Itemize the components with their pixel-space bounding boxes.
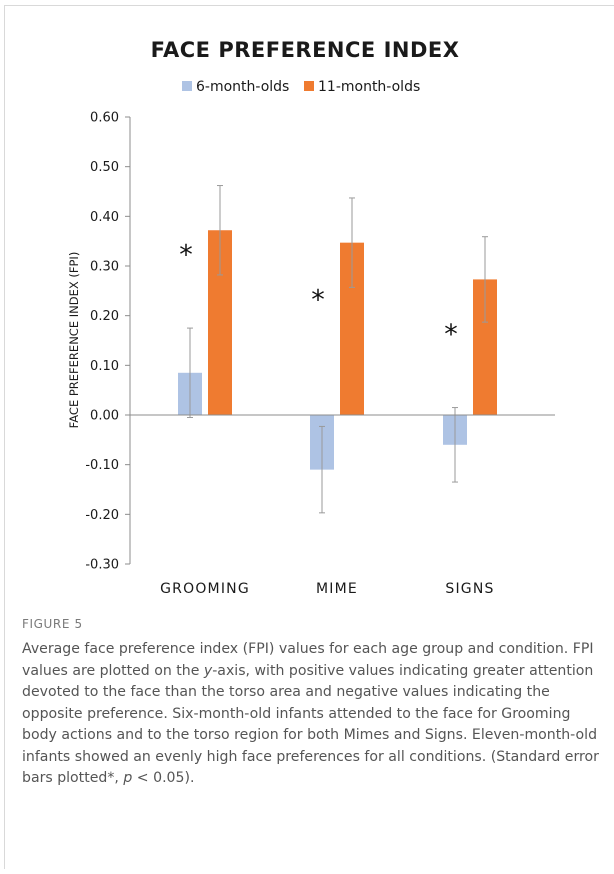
- caption-italic-run: y: [203, 662, 213, 679]
- figure-frame-left-rule: [4, 5, 5, 869]
- significance-asterisk: *: [311, 284, 325, 315]
- significance-markers: * * *: [179, 240, 458, 350]
- chart-title: FACE PREFERENCE INDEX: [151, 38, 460, 62]
- bar-chart: FACE PREFERENCE INDEX 6-month-olds 11-mon…: [67, 38, 555, 597]
- y-tick-label: 0.10: [90, 359, 119, 374]
- x-axis-labels: GROOMING MIME SIGNS: [160, 581, 494, 597]
- y-tick-label: 0.50: [90, 160, 119, 175]
- legend-swatch-1: [182, 81, 192, 91]
- legend-swatch-2: [304, 81, 314, 91]
- legend-label-2: 11-month-olds: [318, 79, 420, 95]
- figure-label: FIGURE 5: [22, 617, 83, 631]
- y-tick-label: 0.30: [90, 260, 119, 275]
- y-tick-label: -0.30: [85, 558, 119, 573]
- significance-asterisk: *: [179, 240, 193, 271]
- y-tick-label: -0.20: [85, 508, 119, 523]
- figure-caption: Average face preference index (FPI) valu…: [22, 639, 607, 790]
- error-bars-group: [187, 185, 488, 514]
- y-tick-label: 0.20: [90, 309, 119, 324]
- chart-legend: 6-month-olds 11-month-olds: [182, 79, 420, 95]
- caption-italic-run: p: [123, 770, 133, 786]
- y-tick-label: 0.60: [90, 111, 119, 126]
- y-tick-label: 0.40: [90, 210, 119, 225]
- caption-text-run: -axis, with positive values indicating g…: [22, 662, 599, 787]
- x-category-label: MIME: [316, 581, 358, 597]
- caption-text-run: Average face preference index (FPI) valu…: [22, 641, 594, 679]
- legend-label-1: 6-month-olds: [196, 79, 289, 95]
- significance-asterisk: *: [444, 319, 458, 350]
- figure-frame-top-rule: [4, 5, 614, 6]
- x-category-label: GROOMING: [160, 581, 250, 597]
- y-axis: -0.30 -0.20 -0.10 0.00 0.10 0.20 0.30 0.40 0.50 0…: [85, 111, 131, 573]
- caption-text-run: < 0.05).: [132, 770, 195, 786]
- y-tick-label: 0.00: [90, 409, 119, 424]
- y-axis-label: FACE PREFERENCE INDEX (FPI): [67, 252, 81, 429]
- y-tick-label: -0.10: [85, 458, 119, 473]
- x-category-label: SIGNS: [445, 581, 494, 597]
